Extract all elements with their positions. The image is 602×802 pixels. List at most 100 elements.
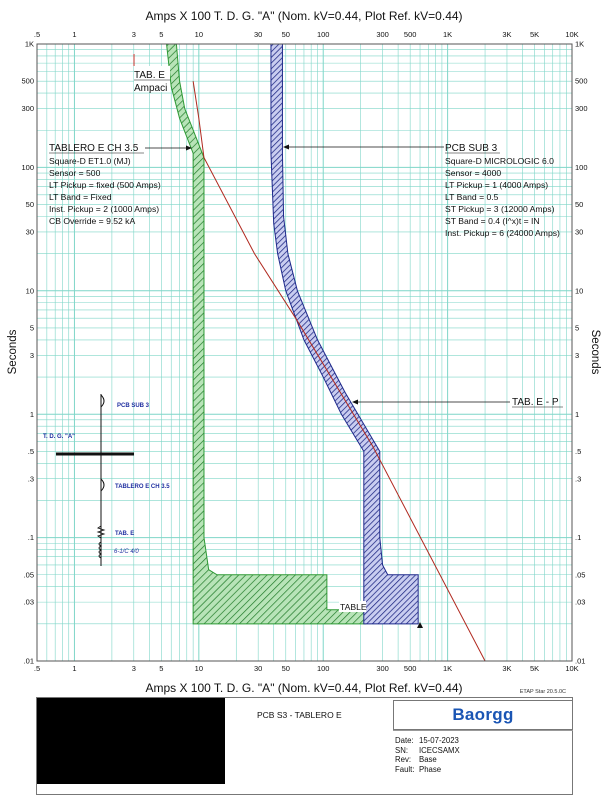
sn-value: ICECSAMX <box>419 745 460 755</box>
x-tick-label-top: 100 <box>317 30 330 39</box>
x-tick-label-bottom: 300 <box>376 664 389 673</box>
plot-grid <box>36 43 573 662</box>
pcb-line-4: LT Band = 0.5 <box>445 192 499 202</box>
y-tick-label-right: 50 <box>575 200 583 209</box>
one-line-diagram: PCB SUB 3 T. D. G. "A" TABLERO E CH 3.5 … <box>43 394 170 566</box>
pcb-heading: PCB SUB 3 <box>445 143 498 154</box>
pcb-sub3-band <box>270 44 419 625</box>
tablero-line-2: Sensor = 500 <box>49 168 101 178</box>
fault-value: Phase <box>419 764 442 774</box>
y-tick-label-left: .01 <box>24 657 34 666</box>
y-tick-label-right: 300 <box>575 104 588 113</box>
x-tick-label-top: 500 <box>404 30 417 39</box>
x-tick-label-bottom: 3 <box>132 664 136 673</box>
tab-e-top-line-1: TAB. E <box>134 70 165 81</box>
study-metadata: Date: 15-07-2023 SN: ICECSAMX Rev: Base Fau… <box>395 736 460 774</box>
fault-label: Fault: <box>395 764 415 774</box>
sn-label: SN: <box>395 745 408 755</box>
tablero-line-4: LT Band = Fixed <box>49 192 112 202</box>
axis-ticks: .5 .5 1 1 3 3 5 5 10 10 30 30 50 50 100 100 300 300 500 500… <box>21 30 587 673</box>
x-tick-label-top: 1K <box>443 30 452 39</box>
x-tick-label-top: 10 <box>195 30 203 39</box>
x-tick-label-bottom: 5 <box>159 664 163 673</box>
tab-e-top-line-2: Ampaci <box>134 83 167 94</box>
tablero-line-6: CB Override = 9.52 kA <box>49 216 135 226</box>
tab-e-top-annotation: TAB. E Ampaci <box>133 54 170 94</box>
y-tick-label-left: 1K <box>25 40 34 49</box>
company-logo: Baorgg <box>452 705 514 724</box>
y-tick-label-left: 300 <box>21 104 34 113</box>
chart-title: Amps X 100 T. D. G. "A" (Nom. kV=0.44, P… <box>145 9 462 23</box>
table-bottom-annotation: TABLE <box>339 601 423 628</box>
tab-e-p-cable-curve <box>192 81 486 661</box>
y-tick-label-left: 1 <box>30 410 34 419</box>
pcb-line-1: Square-D MICROLOGIC 6.0 <box>445 156 554 166</box>
software-version: ETAP Star 20.5.0C <box>519 689 566 695</box>
y-tick-label-left: .05 <box>24 570 34 579</box>
one-line-pcb-sub3: PCB SUB 3 <box>117 403 150 409</box>
y-tick-label-left: 500 <box>21 77 34 86</box>
title-block: PCB S3 - TABLERO E Baorgg Date: 15-07-202… <box>36 697 573 795</box>
y-tick-label-right: .3 <box>575 474 581 483</box>
rev-value: Base <box>419 755 437 765</box>
tablero-line-3: LT Pickup = fixed (500 Amps) <box>49 180 161 190</box>
x-tick-label-bottom: 50 <box>282 664 290 673</box>
y-tick-label-right: 1 <box>575 410 579 419</box>
one-line-cable: 6-1/C 4/0 <box>114 549 139 555</box>
x-tick-label-bottom: 1 <box>72 664 76 673</box>
pcb-line-5: ST Pickup = 3 (12000 Amps) <box>445 204 555 214</box>
y-tick-label-left: .03 <box>24 598 34 607</box>
table-bottom-label: TABLE <box>340 602 367 612</box>
one-line-tablero: TABLERO E CH 3.5 <box>115 484 170 490</box>
divider <box>393 730 573 731</box>
y-tick-label-left: .3 <box>28 474 34 483</box>
x-tick-label-top: .5 <box>34 30 40 39</box>
x-tick-label-top: 3 <box>132 30 136 39</box>
y-axis-label-right: Seconds <box>589 330 601 375</box>
one-line-tab-e: TAB. E <box>115 531 134 537</box>
x-tick-label-top: 30 <box>254 30 262 39</box>
x-tick-label-top: 1 <box>72 30 76 39</box>
plot-frame <box>36 43 573 662</box>
tablero-e-ch35-band <box>166 44 367 625</box>
x-tick-label-top: 5 <box>159 30 163 39</box>
y-tick-label-right: .03 <box>575 598 585 607</box>
y-tick-label-right: 100 <box>575 163 588 172</box>
y-tick-label-left: 30 <box>26 228 34 237</box>
x-tick-label-bottom: .5 <box>34 664 40 673</box>
tablero-annotation: TABLERO E CH 3.5 Square-D ET1.0 (MJ) Sen… <box>49 143 192 226</box>
x-tick-label-bottom: 10K <box>565 664 578 673</box>
y-tick-label-right: .01 <box>575 657 585 666</box>
y-tick-label-right: .5 <box>575 447 581 456</box>
y-tick-label-right: 10 <box>575 286 583 295</box>
y-tick-label-right: .05 <box>575 570 585 579</box>
y-tick-label-left: 10 <box>26 286 34 295</box>
y-tick-label-right: 3 <box>575 351 579 360</box>
tcc-chart: Amps X 100 T. D. G. "A" (Nom. kV=0.44, P… <box>7 9 601 695</box>
pcb-line-7: Inst. Pickup = 6 (24000 Amps) <box>445 228 560 238</box>
pcb-annotation: PCB SUB 3 Square-D MICROLOGIC 6.0 Sensor… <box>283 143 560 238</box>
tablero-line-1: Square-D ET1.0 (MJ) <box>49 156 131 166</box>
x-tick-label-top: 5K <box>530 30 539 39</box>
x-tick-label-top: 3K <box>502 30 511 39</box>
x-tick-label-top: 300 <box>376 30 389 39</box>
rev-label: Rev: <box>395 755 412 765</box>
tablero-line-5: Inst. Pickup = 2 (1000 Amps) <box>49 204 159 214</box>
x-tick-label-top: 50 <box>282 30 290 39</box>
y-tick-label-right: 5 <box>575 324 579 333</box>
x-tick-label-bottom: 3K <box>502 664 511 673</box>
logo-box: Baorgg <box>393 700 573 730</box>
x-tick-label-bottom: 500 <box>404 664 417 673</box>
tab-e-p-annotation: TAB. E - P <box>352 397 563 408</box>
x-tick-label-bottom: 10 <box>195 664 203 673</box>
tab-e-p-label: TAB. E - P <box>512 397 559 408</box>
pcb-line-2: Sensor = 4000 <box>445 168 501 178</box>
y-tick-label-left: 50 <box>26 200 34 209</box>
redacted-area <box>37 698 225 784</box>
x-tick-label-bottom: 30 <box>254 664 262 673</box>
y-tick-label-left: 5 <box>30 324 34 333</box>
y-axis-label-left: Seconds <box>7 329 19 374</box>
pcb-line-6: ST Band = 0.4 (I^x)t = IN <box>445 216 540 226</box>
x-tick-label-bottom: 100 <box>317 664 330 673</box>
x-tick-label-top: 10K <box>565 30 578 39</box>
